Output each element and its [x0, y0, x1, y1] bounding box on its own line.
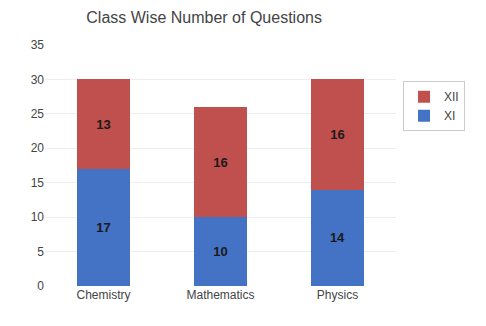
svg-text:XII: XII	[444, 90, 459, 104]
svg-text:16: 16	[330, 127, 344, 142]
svg-text:16: 16	[213, 155, 227, 170]
svg-text:30: 30	[31, 73, 45, 87]
svg-text:25: 25	[31, 107, 45, 121]
svg-text:35: 35	[31, 38, 45, 52]
svg-text:13: 13	[96, 117, 110, 132]
svg-text:17: 17	[96, 220, 110, 235]
svg-text:15: 15	[31, 176, 45, 190]
svg-text:Class Wise Number of Questions: Class Wise Number of Questions	[86, 9, 322, 26]
svg-text:Physics: Physics	[317, 288, 358, 302]
svg-text:Mathematics: Mathematics	[186, 288, 254, 302]
svg-text:20: 20	[31, 141, 45, 155]
svg-text:10: 10	[31, 210, 45, 224]
svg-text:14: 14	[330, 230, 345, 245]
svg-text:Chemistry: Chemistry	[76, 288, 130, 302]
svg-text:XI: XI	[444, 109, 455, 123]
svg-text:5: 5	[37, 245, 44, 259]
svg-text:10: 10	[213, 244, 227, 259]
svg-text:0: 0	[37, 279, 44, 293]
